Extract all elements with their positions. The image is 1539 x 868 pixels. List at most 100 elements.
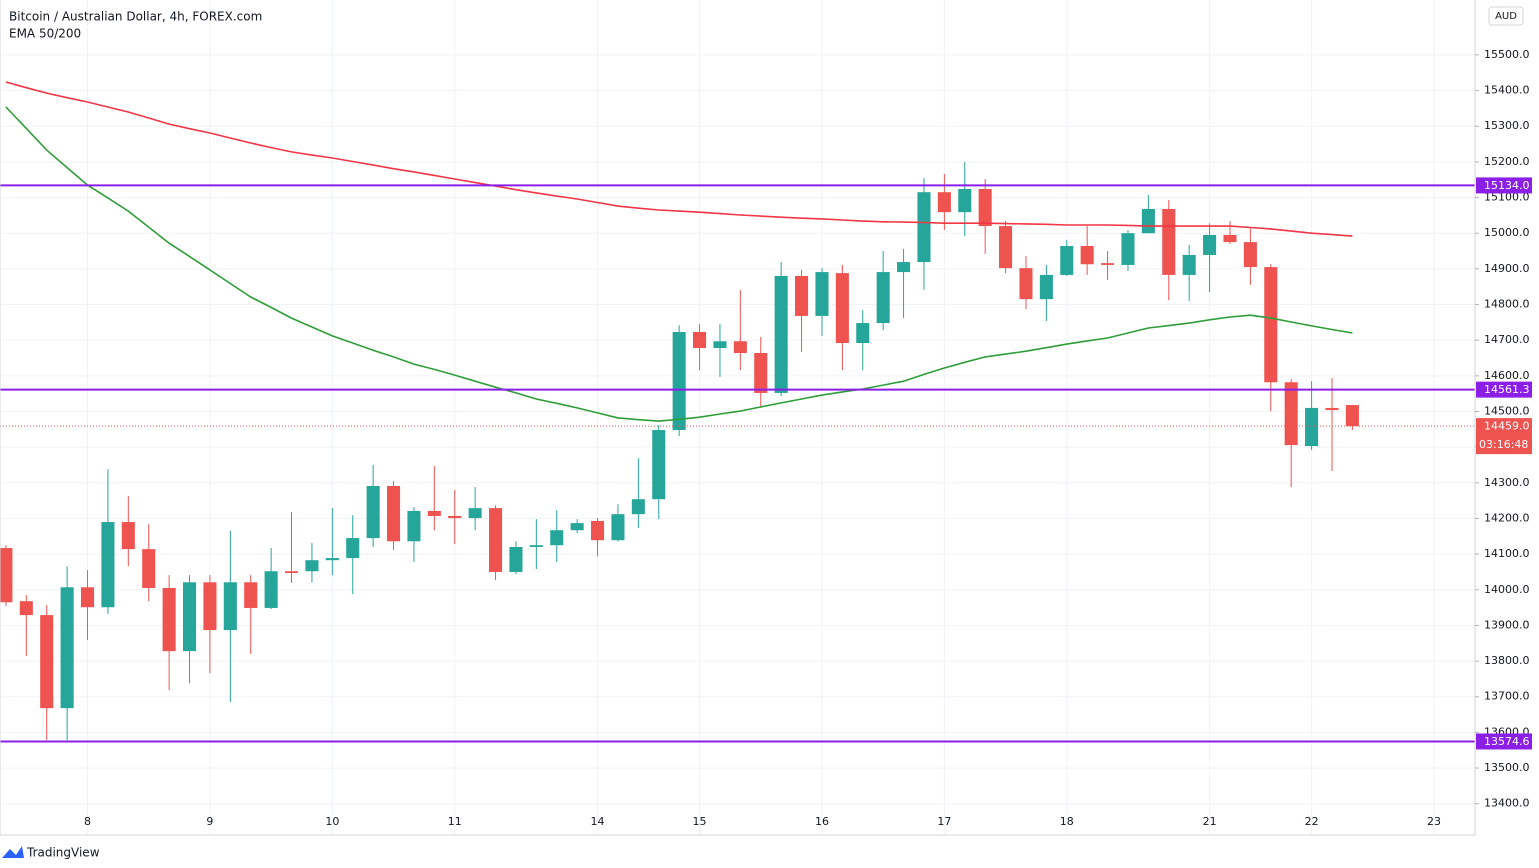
y-tick-label: 15400.0 (1484, 84, 1530, 97)
candle-body (529, 545, 543, 547)
candle-body (795, 275, 809, 316)
candle-body (346, 538, 360, 559)
currency-box[interactable] (1488, 6, 1524, 26)
last-price-tag (1476, 418, 1532, 455)
candle-body (999, 226, 1013, 269)
candle-body (285, 571, 299, 574)
candle-body (1060, 246, 1074, 275)
candle-body (1284, 382, 1298, 446)
y-tick-label: 13500.0 (1484, 761, 1530, 774)
candle-body (672, 331, 686, 431)
y-tick-label: 13400.0 (1484, 797, 1530, 810)
candle-body (0, 548, 13, 603)
ema-line (5, 106, 1353, 422)
last-price-label: 14459.0 (1484, 420, 1530, 433)
y-tick-label: 14200.0 (1484, 511, 1530, 524)
y-tick-label: 14600.0 (1484, 369, 1530, 382)
level-tag (1476, 733, 1532, 750)
y-tick-label: 14100.0 (1484, 547, 1530, 560)
candle-body (40, 615, 54, 709)
candle-body (754, 353, 768, 393)
level-label: 15134.0 (1484, 179, 1530, 192)
x-tick-label: 23 (1427, 815, 1441, 828)
candle-body (1345, 405, 1359, 427)
candle-body (427, 510, 441, 516)
y-tick-label: 15100.0 (1484, 191, 1530, 204)
countdown: 03:16:48 (1479, 438, 1528, 451)
candle-body (19, 601, 33, 616)
x-tick-label: 8 (84, 815, 91, 828)
y-tick-label: 14500.0 (1484, 404, 1530, 417)
candle-body (1203, 234, 1217, 255)
candle-body (570, 523, 584, 531)
price-axis: 13400.013500.013600.013700.013800.013900… (1474, 0, 1539, 835)
candle-body (407, 510, 421, 542)
candle-body (509, 546, 523, 572)
x-tick-label: 21 (1203, 815, 1217, 828)
candle-body (244, 582, 258, 608)
x-tick-label: 11 (448, 815, 462, 828)
level-tag (1476, 381, 1532, 398)
candle-body (1039, 274, 1053, 300)
candle-body (60, 587, 74, 709)
candle-body (305, 560, 319, 572)
candle-body (80, 587, 95, 608)
plot (0, 81, 1475, 743)
currency: AUD (1495, 11, 1517, 22)
candle-body (182, 582, 197, 652)
axis-bg (1475, 0, 1539, 835)
candle-body (1305, 407, 1319, 447)
candle-body (1162, 208, 1176, 275)
level-label: 14561.3 (1484, 383, 1530, 396)
logo: TradingView (2, 846, 100, 860)
candle-body (835, 273, 849, 344)
y-tick-label: 15000.0 (1484, 226, 1530, 239)
y-tick-label: 15300.0 (1484, 119, 1530, 132)
y-tick-label: 15200.0 (1484, 155, 1530, 168)
candle-body (611, 514, 625, 541)
candle-body (1101, 263, 1115, 265)
candle-body (652, 430, 666, 500)
level-tag (1476, 177, 1532, 194)
candle-body (876, 272, 890, 324)
candle-body (937, 192, 951, 213)
candle-body (366, 486, 380, 539)
level-label: 13574.6 (1484, 735, 1530, 748)
candle-body (223, 582, 237, 631)
x-tick-label: 9 (206, 815, 213, 828)
ema-line (5, 81, 1353, 237)
y-tick-label: 15500.0 (1484, 48, 1530, 61)
candle-body (142, 549, 156, 588)
candle-body (631, 499, 645, 515)
candle-body (162, 587, 176, 652)
x-tick-label: 16 (815, 815, 829, 828)
candle-body (1264, 267, 1278, 383)
x-tick-label: 14 (591, 815, 605, 828)
y-tick-label: 14800.0 (1484, 298, 1530, 311)
y-tick-label: 14900.0 (1484, 262, 1530, 275)
candle-body (856, 323, 870, 344)
y-tick-label: 14300.0 (1484, 476, 1530, 489)
candle-body (693, 331, 707, 349)
candle-body (489, 508, 503, 572)
candle-body (897, 262, 911, 273)
candle-body (1182, 254, 1196, 275)
candle-body (1121, 233, 1135, 265)
x-tick-label: 18 (1060, 815, 1074, 828)
brand: TradingView (26, 846, 100, 860)
candle-body (1325, 407, 1339, 411)
candle-body (774, 275, 788, 393)
y-tick-label: 14700.0 (1484, 333, 1530, 346)
candle-body (387, 486, 401, 542)
candle-body (1080, 246, 1094, 265)
candle-body (713, 341, 727, 349)
logo-icon (2, 846, 24, 858)
x-tick-label: 15 (693, 815, 707, 828)
candle-body (733, 341, 747, 354)
candle-body (978, 188, 992, 227)
y-tick-label: 13700.0 (1484, 690, 1530, 703)
candle-body (958, 188, 972, 213)
x-tick-label: 22 (1305, 815, 1319, 828)
y-tick-label: 13900.0 (1484, 618, 1530, 631)
x-tick-label: 10 (325, 815, 339, 828)
